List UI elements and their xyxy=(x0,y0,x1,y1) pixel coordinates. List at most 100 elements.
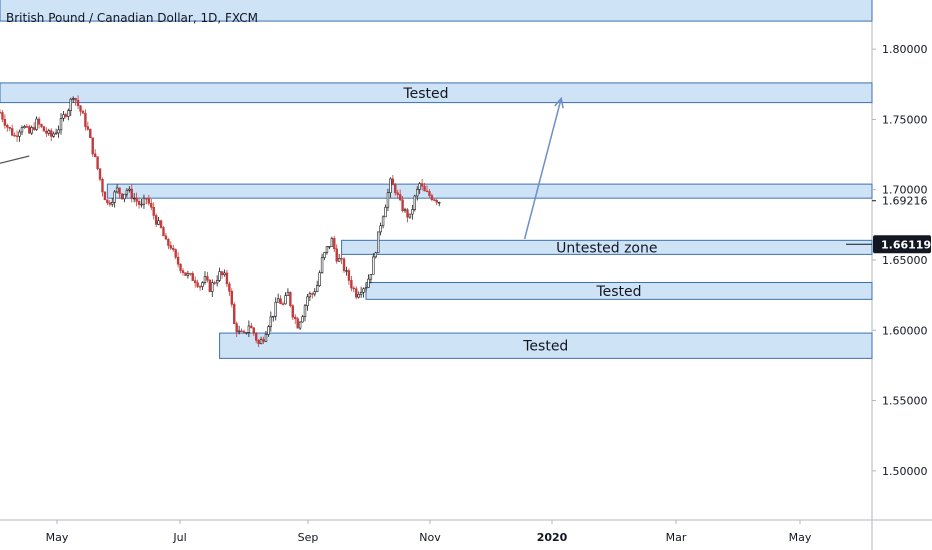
candle-body xyxy=(174,249,177,258)
candle-body xyxy=(101,178,104,193)
candle-body xyxy=(11,128,14,136)
candle-body xyxy=(411,209,414,215)
time-tick-label: Nov xyxy=(419,531,441,544)
last-close-label: 1.69216 xyxy=(882,195,928,208)
price-axis[interactable]: 1.80000 1.75000 1.70000 1.65000 1.60000 1.550… xyxy=(872,43,928,478)
candle-body xyxy=(69,98,72,111)
candle-body xyxy=(125,189,129,195)
candle-body xyxy=(135,197,138,202)
candle-body xyxy=(384,206,387,218)
candle-body xyxy=(47,130,51,134)
candle-body xyxy=(62,114,65,119)
candle-body xyxy=(306,296,309,307)
candle-body xyxy=(291,305,294,318)
candle-body xyxy=(79,105,82,112)
candle-body xyxy=(391,178,395,186)
candle-body xyxy=(128,188,131,191)
candle-body xyxy=(8,126,11,129)
candle-body xyxy=(242,331,246,333)
price-tick-label: 1.80000 xyxy=(882,43,928,56)
candle-body xyxy=(367,278,370,288)
candle-body xyxy=(428,191,431,196)
candle-body xyxy=(362,288,365,293)
candle-body xyxy=(145,197,148,200)
candle-body xyxy=(118,187,121,195)
candle-body xyxy=(181,270,185,273)
candle-body xyxy=(140,203,143,206)
candle-body xyxy=(245,332,248,334)
candle-body xyxy=(262,339,265,342)
zone-label-3: Untested zone xyxy=(556,240,657,256)
candle-body xyxy=(259,339,263,345)
candle-body xyxy=(86,126,90,130)
candle-body xyxy=(50,130,53,137)
candle-body xyxy=(89,129,92,139)
candle-body xyxy=(386,192,390,208)
candle-body xyxy=(267,326,270,335)
candle-body xyxy=(279,298,282,305)
candle-body xyxy=(184,272,187,276)
candle-body xyxy=(257,340,260,345)
candle-body xyxy=(247,325,251,333)
candle-body xyxy=(325,246,329,253)
candle-body xyxy=(318,272,321,286)
candle-body xyxy=(194,280,197,284)
candle-body xyxy=(57,129,60,134)
candle-body xyxy=(198,286,202,288)
candle-body xyxy=(147,198,151,204)
candle-body xyxy=(342,258,346,272)
candle-body xyxy=(96,156,99,169)
candle-body xyxy=(403,209,407,212)
candle-body xyxy=(330,238,334,247)
current-price-label: 1.66119 xyxy=(881,238,931,251)
candle-body xyxy=(281,303,285,305)
candle-body xyxy=(296,318,299,329)
candle-body xyxy=(93,153,97,158)
candle-body xyxy=(276,298,280,303)
candle-body xyxy=(59,118,63,131)
candle-body xyxy=(311,293,314,295)
price-tick-label: 1.65000 xyxy=(882,254,928,267)
candle-body xyxy=(430,195,434,201)
candle-body xyxy=(218,271,221,281)
candle-body xyxy=(437,202,441,204)
candle-body xyxy=(108,202,112,205)
candle-body xyxy=(301,316,304,323)
candle-body xyxy=(189,273,192,275)
candle-body xyxy=(137,201,141,205)
candle-body xyxy=(420,183,424,187)
candle-body xyxy=(269,316,273,328)
candle-body xyxy=(20,127,24,133)
candle-body xyxy=(408,213,412,218)
candle-body xyxy=(376,231,380,254)
candle-body xyxy=(98,168,102,180)
candle-body xyxy=(1,112,4,120)
candle-body xyxy=(15,135,19,137)
candle-body xyxy=(211,282,214,292)
candle-body xyxy=(416,189,419,197)
candle-body xyxy=(298,321,302,329)
candle-body xyxy=(201,282,204,287)
candle-body xyxy=(37,118,41,125)
candle-body xyxy=(76,99,80,107)
candle-body xyxy=(328,246,331,248)
time-axis[interactable]: May Jul Sep Nov 2020 Mar May xyxy=(46,520,812,544)
time-tick-label: 2020 xyxy=(537,531,568,544)
price-tick-label: 1.60000 xyxy=(882,324,928,337)
candle-body xyxy=(32,127,36,130)
candle-body xyxy=(413,195,416,210)
candle-body xyxy=(120,193,124,200)
time-tick-label: Mar xyxy=(666,531,687,544)
candle-body xyxy=(225,272,229,285)
candle-body xyxy=(25,126,29,128)
candle-body xyxy=(30,127,33,134)
candle-body xyxy=(320,257,324,273)
candle-body xyxy=(315,285,319,292)
candle-body xyxy=(394,184,397,194)
trendline-1 xyxy=(0,155,30,164)
candle-body xyxy=(213,282,216,284)
candle-body xyxy=(230,290,233,305)
candle-body xyxy=(191,273,194,281)
candle-body xyxy=(35,118,38,130)
